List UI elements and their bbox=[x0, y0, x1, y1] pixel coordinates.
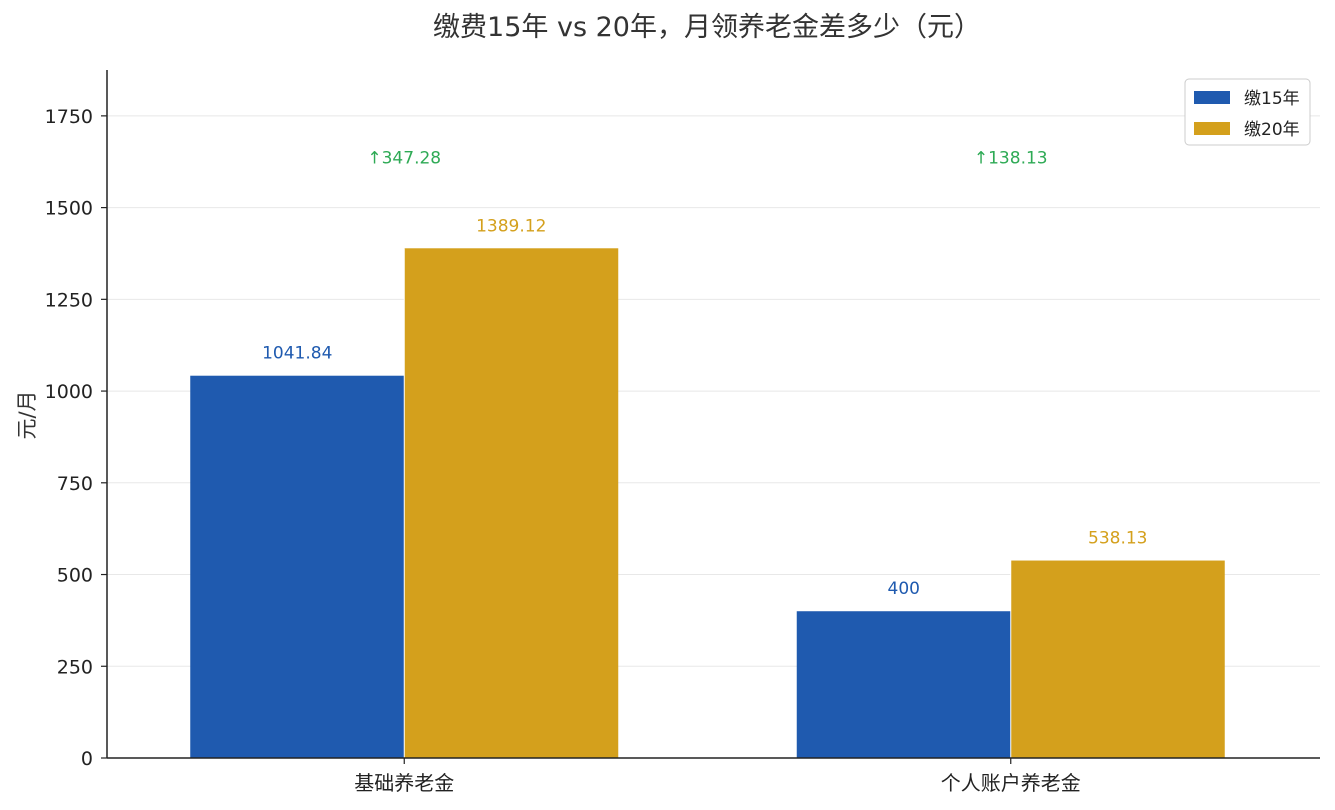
bar-value-label: 1041.84 bbox=[262, 344, 332, 364]
bar bbox=[796, 611, 1011, 758]
bar bbox=[190, 375, 405, 758]
legend-label: 缴20年 bbox=[1244, 120, 1300, 140]
legend-label: 缴15年 bbox=[1244, 89, 1300, 109]
legend-swatch bbox=[1194, 91, 1230, 104]
y-tick-label: 1250 bbox=[45, 289, 93, 311]
value-labels-layer: 1041.84 1389.12 ↑347.28 400 538.13 ↑138.13 bbox=[262, 149, 1147, 600]
bar-value-label: 400 bbox=[888, 579, 920, 599]
difference-annotation: ↑138.13 bbox=[974, 149, 1048, 169]
y-tick-label: 1000 bbox=[45, 381, 93, 403]
y-tick-label: 750 bbox=[57, 473, 93, 495]
bar bbox=[404, 248, 619, 758]
bar-value-label: 538.13 bbox=[1088, 529, 1147, 549]
bar bbox=[1010, 560, 1225, 758]
y-tick-label: 0 bbox=[81, 748, 93, 770]
legend-swatch bbox=[1194, 122, 1230, 135]
chart-title: 缴费15年 vs 20年，月领养老金差多少（元） bbox=[433, 12, 981, 43]
y-tick-label: 1750 bbox=[45, 106, 93, 128]
bar-value-label: 1389.12 bbox=[476, 216, 546, 236]
y-tick-label: 250 bbox=[57, 656, 93, 678]
y-tick-label: 500 bbox=[57, 565, 93, 587]
x-tick-label: 基础养老金 bbox=[354, 771, 454, 795]
y-axis-label: 元/月 bbox=[15, 390, 39, 439]
axes: 0 250 500 750 1000 1250 1500 1750 基础养老金 个人账户养老金 bbox=[45, 70, 1320, 795]
y-tick-label: 1500 bbox=[45, 198, 93, 220]
bars-layer bbox=[190, 248, 1225, 758]
x-tick-label: 个人账户养老金 bbox=[941, 771, 1081, 795]
difference-annotation: ↑347.28 bbox=[367, 149, 441, 169]
